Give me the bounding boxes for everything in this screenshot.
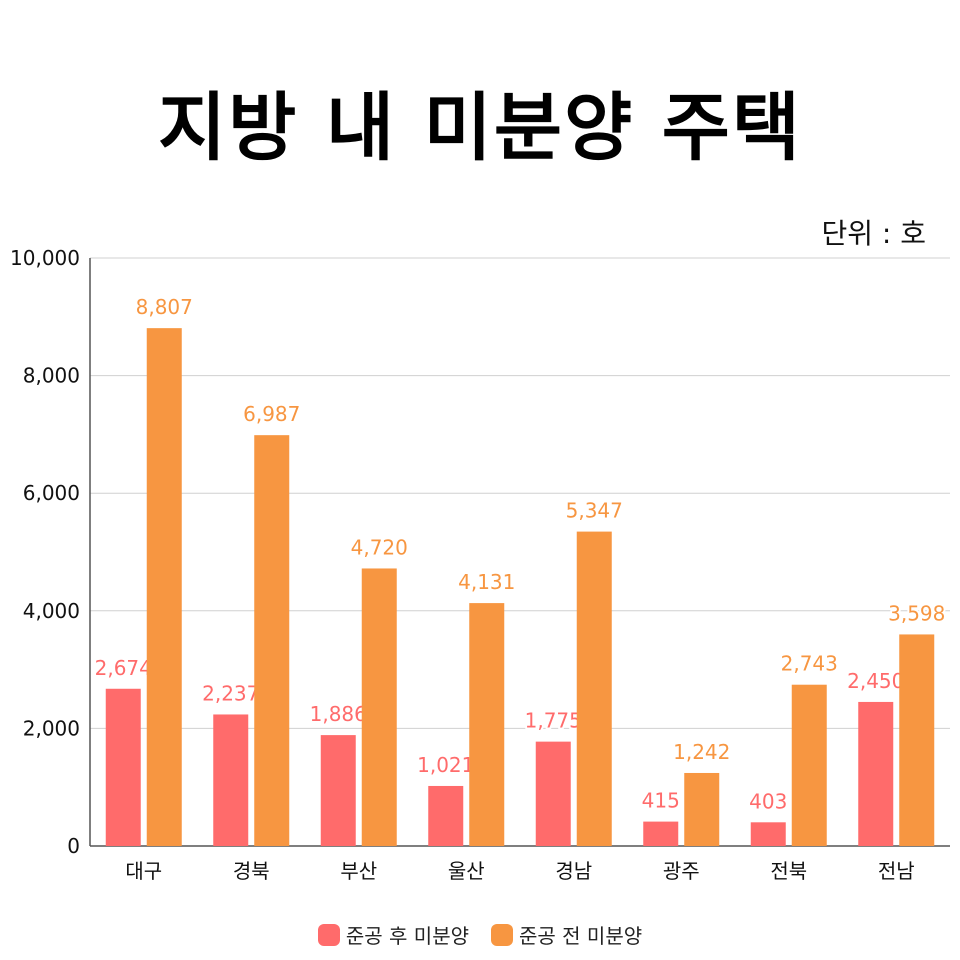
x-tick-label: 전남 — [878, 859, 915, 883]
y-tick-label: 0 — [67, 834, 80, 858]
data-label: 4,720 — [351, 535, 408, 559]
x-tick-label: 전북 — [770, 859, 807, 883]
legend-label: 준공 전 미분양 — [519, 924, 643, 948]
legend-swatch — [491, 923, 513, 946]
bar-pre-completion — [469, 603, 505, 846]
data-label: 2,450 — [847, 669, 904, 693]
data-label: 1,021 — [417, 753, 474, 777]
unit-label: 단위 : 호 — [821, 217, 926, 250]
bar-post-completion — [750, 822, 786, 846]
legend-label: 준공 후 미분양 — [345, 924, 469, 948]
data-label: 5,347 — [566, 499, 623, 523]
data-label: 1,886 — [310, 702, 367, 726]
data-label: 1,242 — [673, 740, 730, 764]
bar-pre-completion — [576, 531, 612, 846]
x-tick-label: 경남 — [555, 859, 592, 883]
y-tick-label: 2,000 — [23, 716, 80, 740]
bar-post-completion — [213, 714, 249, 846]
data-label: 4,131 — [458, 570, 515, 594]
y-tick-label: 4,000 — [23, 599, 80, 623]
bar-post-completion — [428, 785, 464, 846]
bar-post-completion — [105, 688, 141, 846]
chart-title: 지방 내 미분양 주택 — [158, 85, 802, 171]
data-label: 2,743 — [781, 652, 838, 676]
bar-pre-completion — [899, 634, 935, 846]
data-label: 8,807 — [136, 295, 193, 319]
x-tick-label: 경북 — [233, 859, 270, 883]
bar-pre-completion — [684, 772, 720, 846]
x-tick-label: 울산 — [448, 859, 485, 883]
bar-post-completion — [320, 735, 356, 846]
data-label: 6,987 — [243, 402, 300, 426]
x-tick-label: 광주 — [663, 859, 700, 883]
legend-item-post-completion[interactable]: 준공 후 미분양 — [317, 920, 469, 949]
legend-swatch — [317, 923, 340, 946]
bar-pre-completion — [361, 568, 397, 846]
y-tick-label: 8,000 — [23, 364, 80, 388]
bar-post-completion — [643, 821, 679, 846]
data-label: 403 — [749, 789, 787, 813]
data-label: 2,674 — [95, 656, 152, 680]
data-label: 415 — [642, 789, 680, 813]
bar-pre-completion — [791, 684, 827, 846]
legend: 준공 후 미분양 준공 전 미분양 — [0, 920, 960, 949]
x-tick-label: 대구 — [125, 859, 162, 883]
bar-post-completion — [535, 741, 571, 846]
y-tick-label: 6,000 — [23, 481, 80, 505]
bar-post-completion — [858, 701, 894, 846]
data-label: 2,237 — [202, 681, 259, 705]
x-tick-label: 부산 — [340, 859, 377, 883]
data-label: 1,775 — [525, 709, 582, 733]
legend-item-pre-completion[interactable]: 준공 전 미분양 — [491, 920, 642, 949]
bar-pre-completion — [146, 328, 182, 846]
bar-pre-completion — [254, 435, 290, 846]
y-tick-label: 10,000 — [10, 246, 80, 270]
data-label: 3,598 — [888, 601, 945, 625]
